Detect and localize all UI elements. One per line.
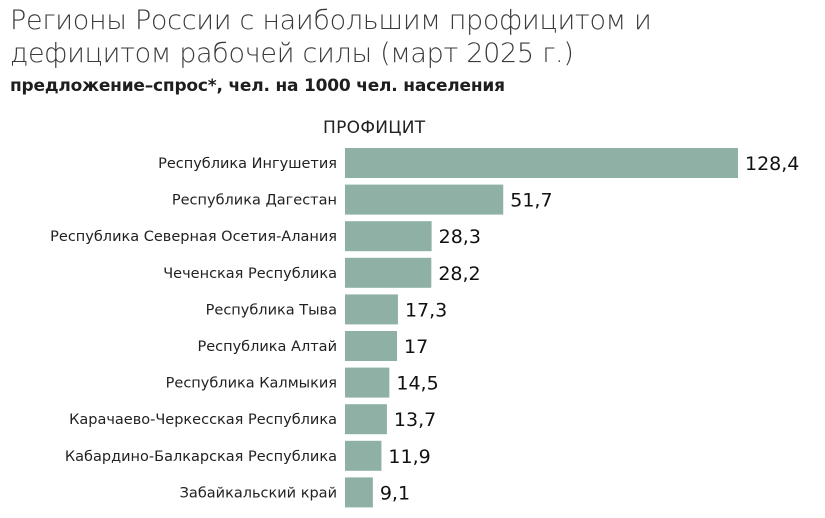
category-label-8: Кабардино-Балкарская Республика — [65, 449, 337, 465]
category-label-9: Забайкальский край — [180, 485, 337, 501]
value-label-8: 11,9 — [388, 446, 430, 468]
value-label-1: 51,7 — [510, 190, 552, 212]
bar-8 — [345, 440, 382, 471]
bar-4 — [345, 294, 398, 325]
value-label-3: 28,2 — [438, 263, 480, 285]
category-label-1: Республика Дагестан — [172, 193, 337, 209]
value-label-2: 28,3 — [439, 226, 481, 248]
category-label-2: Республика Северная Осетия-Алания — [50, 229, 337, 245]
value-label-4: 17,3 — [405, 299, 447, 321]
category-label-4: Республика Тыва — [206, 302, 337, 318]
category-label-3: Чеченская Республика — [163, 266, 337, 282]
bar-5 — [345, 331, 398, 361]
value-label-5: 17 — [404, 336, 428, 358]
chart-subtitle: предложение–спрос*, чел. на 1000 чел. на… — [10, 76, 505, 96]
category-label-5: Республика Алтай — [197, 339, 337, 355]
category-label-0: Республика Ингушетия — [158, 156, 337, 172]
chart-title: Регионы России с наибольшим профицитом и… — [10, 5, 652, 69]
bar-9 — [345, 477, 373, 508]
section-label-surplus: ПРОФИЦИТ — [323, 118, 426, 138]
value-label-7: 13,7 — [394, 409, 436, 431]
bar-1 — [345, 184, 504, 215]
value-label-9: 9,1 — [380, 482, 410, 504]
category-label-6: Республика Калмыкия — [166, 376, 337, 392]
value-label-6: 14,5 — [396, 373, 438, 395]
bar-0 — [345, 148, 738, 178]
bar-7 — [345, 404, 387, 435]
bar-3 — [345, 257, 432, 288]
bar-6 — [345, 367, 390, 398]
bar-2 — [345, 221, 432, 252]
category-label-7: Карачаево-Черкесская Республика — [69, 412, 337, 428]
value-label-0: 128,4 — [745, 153, 799, 175]
